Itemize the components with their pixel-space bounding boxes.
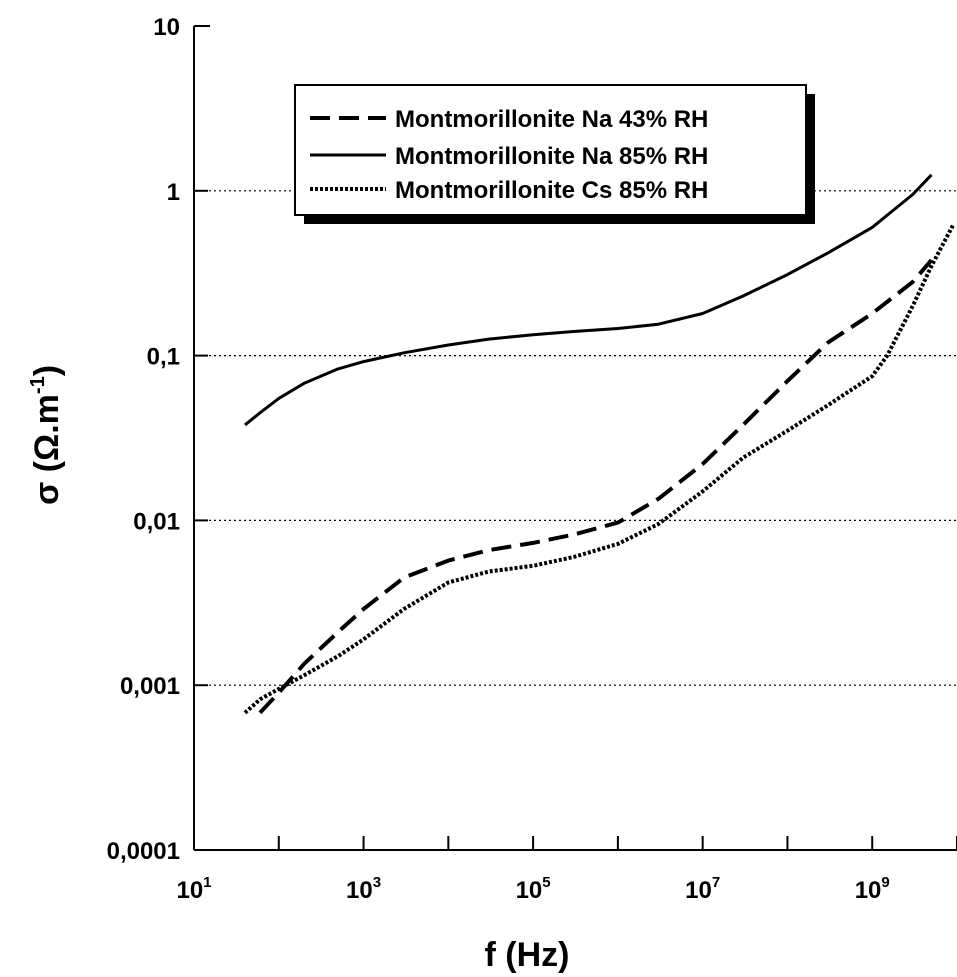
x-tick-label: 107 — [685, 874, 720, 904]
series-line-2 — [243, 224, 955, 715]
y-axis-title-close: ) — [28, 365, 66, 376]
legend: Montmorillonite Na 43% RH Montmorillonit… — [294, 84, 815, 224]
legend-label-na85: Montmorillonite Na 85% RH — [395, 143, 708, 170]
x-tick-label-exponent: 9 — [881, 874, 889, 891]
series-line-0 — [258, 258, 934, 715]
x-tick-label: 105 — [516, 874, 551, 904]
x-tick-label: 101 — [176, 874, 211, 904]
x-tick-label-base: 10 — [346, 877, 373, 904]
series-lines — [243, 173, 955, 715]
legend-label-cs85: Montmorillonite Cs 85% RH — [395, 177, 708, 204]
y-tick-label: 10 — [153, 14, 180, 41]
x-tick-label-base: 10 — [516, 877, 543, 904]
y-tick-labels: 10 1 0,1 0,01 0,001 0,0001 — [107, 14, 180, 865]
legend-box — [294, 84, 807, 216]
y-tick-marks — [194, 25, 208, 851]
y-tick-label: 0,1 — [147, 344, 180, 371]
series-line-1 — [244, 173, 933, 427]
x-tick-label-exponent: 1 — [203, 874, 211, 891]
y-axis-title-exponent: -1 — [27, 376, 49, 394]
grid-lines — [194, 190, 957, 686]
x-tick-label-exponent: 5 — [542, 874, 550, 891]
x-tick-marks — [193, 836, 957, 850]
y-tick-label: 1 — [167, 179, 180, 206]
x-tick-label-exponent: 7 — [712, 874, 720, 891]
x-tick-label-base: 10 — [855, 877, 882, 904]
y-axis-title-main: σ (Ω.m — [28, 394, 66, 505]
x-tick-label-exponent: 3 — [373, 874, 381, 891]
x-axis-title: f (Hz) — [485, 936, 570, 974]
y-tick-label: 0,01 — [133, 508, 180, 535]
y-tick-label: 0,001 — [120, 673, 180, 700]
y-tick-label: 0,0001 — [107, 838, 180, 865]
y-axis-title: σ (Ω.m-1) — [27, 365, 66, 505]
x-tick-labels: 101 103 105 107 109 — [176, 874, 889, 904]
x-tick-label: 103 — [346, 874, 381, 904]
legend-label-na43: Montmorillonite Na 43% RH — [395, 106, 708, 133]
x-tick-label-base: 10 — [176, 877, 203, 904]
x-tick-label-base: 10 — [685, 877, 712, 904]
x-tick-label: 109 — [855, 874, 890, 904]
